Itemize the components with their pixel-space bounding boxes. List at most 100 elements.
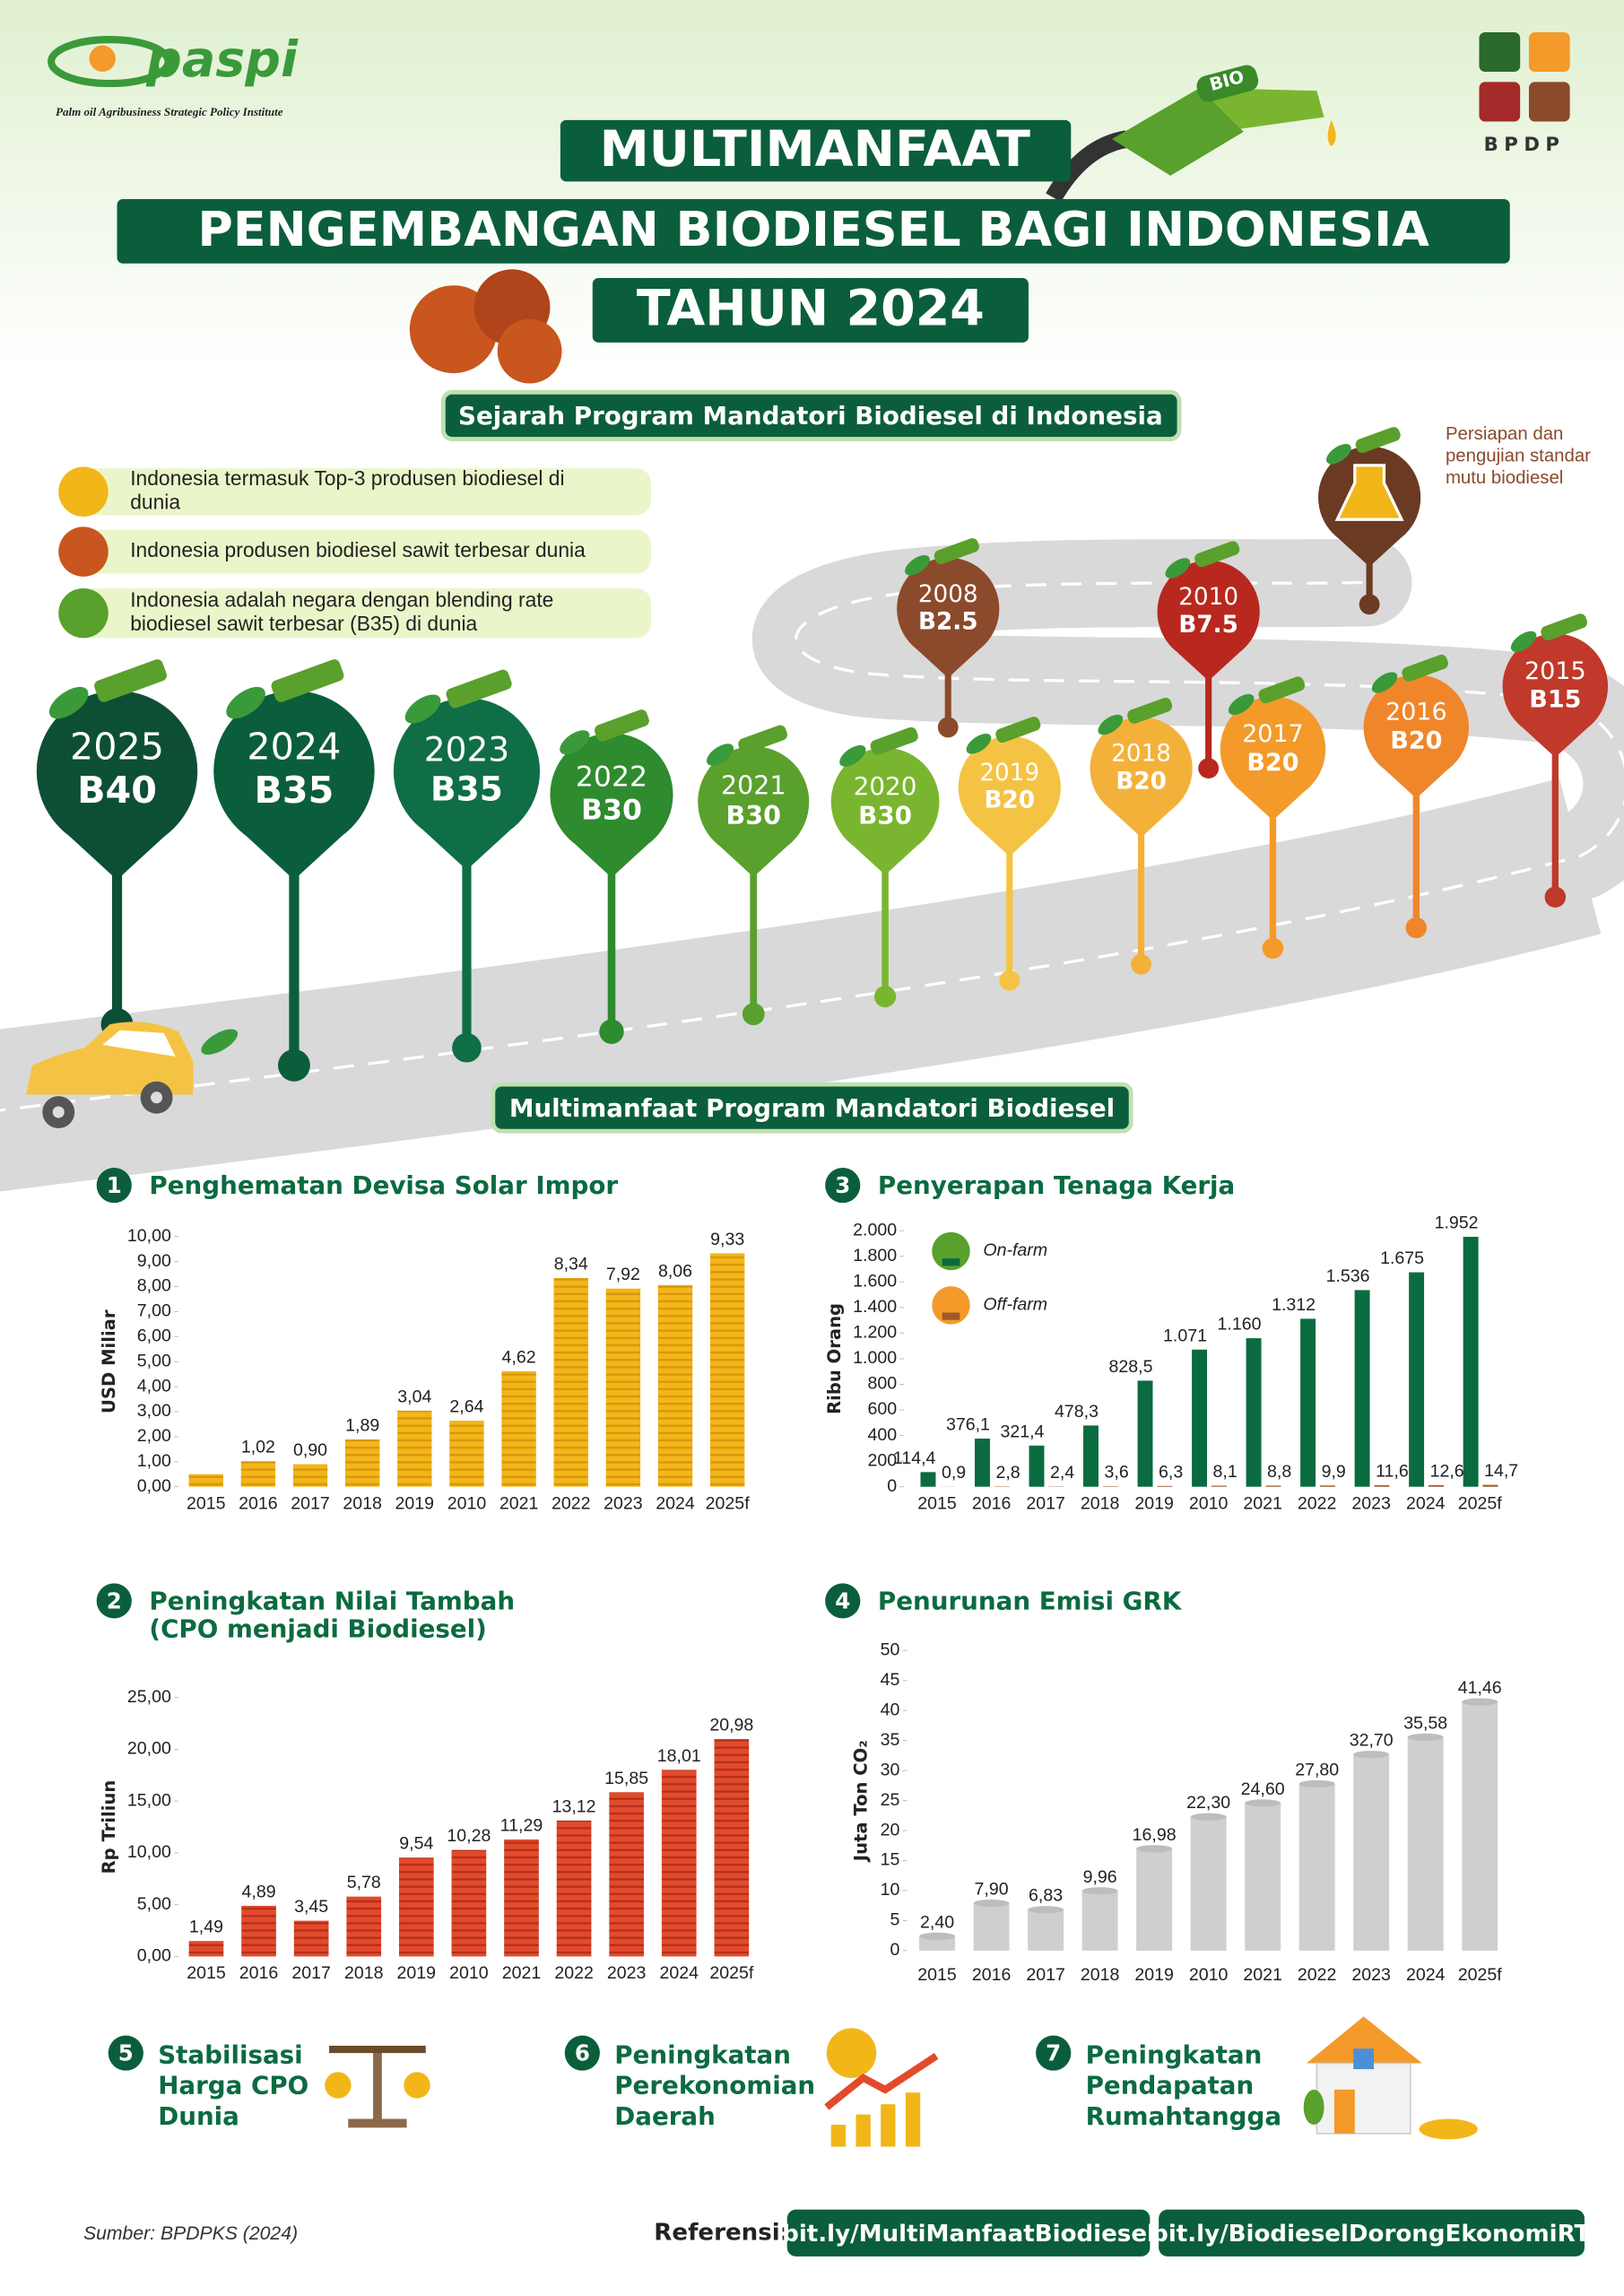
value-label: 11,6: [1376, 1462, 1409, 1482]
chart-title: Penyerapan Tenaga Kerja: [878, 1170, 1235, 1200]
bar: [293, 1920, 329, 1957]
pin-circle: [213, 691, 375, 852]
pin-dot: [874, 986, 897, 1008]
leaf: [1510, 631, 1537, 652]
fact-text: Indonesia produsen biodiesel sawit terbe…: [130, 538, 586, 561]
chart-number: 3: [835, 1172, 850, 1198]
y-tick-label: 0: [887, 1476, 897, 1496]
legend-swatch: [942, 1312, 960, 1320]
y-tick-label: 5,00: [137, 1894, 171, 1914]
value-label: 6,3: [1159, 1462, 1183, 1482]
bar-cap: [1245, 1799, 1281, 1807]
y-axis-label: Rp Triliun: [99, 1780, 119, 1874]
facts: Indonesia termasuk Top-3 produsen biodie…: [58, 466, 652, 639]
y-tick-label: 4,00: [137, 1376, 171, 1396]
value-label: 22,30: [1186, 1793, 1230, 1813]
bar: [1245, 1803, 1281, 1951]
bar: [975, 1439, 990, 1487]
title: TAHUN 2024: [637, 281, 985, 338]
pin-circle: [830, 747, 940, 857]
benefit-text: Peningkatan: [614, 2039, 791, 2069]
pin-year: 2023: [424, 729, 509, 769]
x-tick-label: 2021: [502, 1963, 542, 1983]
pin-blend: B30: [858, 800, 912, 830]
y-tick-label: 15: [881, 1850, 900, 1870]
pin-circle: [550, 733, 673, 857]
pump: [1258, 676, 1306, 704]
value-label: 0,90: [293, 1440, 327, 1460]
section-title: Sejarah Program Mandatori Biodiesel di I…: [458, 401, 1163, 430]
pin-blend: B40: [77, 769, 157, 812]
fact-box: [80, 529, 652, 574]
benefit-text: Daerah: [614, 2101, 716, 2131]
value-label: 13,12: [552, 1796, 596, 1816]
pin-year: 2022: [576, 761, 647, 793]
paspi-logo: paspi Palm oil Agribusiness Strategic Po…: [48, 31, 299, 118]
bar: [1246, 1338, 1262, 1487]
pin-dot: [599, 1019, 624, 1044]
benefit-badge: [1036, 2035, 1072, 2071]
x-tick-label: 2017: [1026, 1493, 1065, 1513]
leaf: [1325, 443, 1351, 465]
value-label: 8,34: [554, 1255, 588, 1274]
bar: [241, 1905, 276, 1957]
pin-year: 2017: [1242, 720, 1304, 748]
y-tick-label: 25,00: [127, 1687, 171, 1707]
pin-circle: [1220, 696, 1326, 803]
section-title: Multimanfaat Program Mandatori Biodiesel: [509, 1093, 1115, 1123]
pin-dot: [1198, 758, 1220, 779]
pump: [595, 709, 649, 742]
x-tick-label: 2025f: [1458, 1493, 1503, 1513]
y-tick-label: 600: [867, 1399, 897, 1419]
x-tick-label: 2017: [291, 1493, 330, 1513]
pin-dot: [1544, 886, 1567, 908]
pin-dot: [1359, 594, 1380, 615]
car: [26, 1022, 239, 1128]
y-tick-label: 9,00: [137, 1251, 171, 1271]
value-label: 9,54: [399, 1834, 433, 1854]
bpdp-logo: BPDP: [1479, 31, 1570, 155]
value-label: 1.675: [1380, 1248, 1424, 1268]
bar: [714, 1739, 750, 1957]
value-label: 35,58: [1403, 1713, 1447, 1733]
title-box: [592, 278, 1029, 343]
bar: [451, 1849, 487, 1957]
logo-tagline: Palm oil Agribusiness Strategic Policy I…: [56, 105, 283, 118]
bar: [1463, 1237, 1479, 1487]
value-label: 5,78: [347, 1873, 381, 1892]
benefit-text: Pendapatan: [1086, 2071, 1255, 2100]
benefit-number: 6: [575, 2040, 590, 2066]
bar: [1136, 1848, 1173, 1951]
y-tick-label: 1.800: [853, 1246, 897, 1265]
pin-circle: [698, 746, 810, 858]
bar: [1102, 1486, 1118, 1487]
x-tick-label: 2023: [1351, 1493, 1391, 1513]
x-tick-label: 2015: [187, 1963, 226, 1983]
bar: [504, 1839, 539, 1957]
chart-number-badge: [96, 1583, 132, 1619]
bar: [1157, 1485, 1173, 1487]
value-label: 24,60: [1241, 1779, 1285, 1799]
y-tick-label: 40: [881, 1700, 900, 1719]
pump: [995, 717, 1041, 744]
bar: [920, 1472, 936, 1487]
pump: [1402, 654, 1448, 682]
bar: [1409, 1272, 1425, 1487]
x-tick-label: 2018: [344, 1963, 384, 1983]
pump: [870, 726, 918, 755]
bar: [605, 1288, 641, 1487]
pin-year: 2024: [247, 726, 341, 769]
link[interactable]: bit.ly/BiodieselDorongEkonomiRT: [1151, 2221, 1590, 2248]
benefit-text: Peningkatan: [1086, 2039, 1263, 2069]
bar: [344, 1439, 380, 1487]
bar: [1482, 1484, 1498, 1487]
link[interactable]: bit.ly/MultiManfaatBiodiesel: [782, 2221, 1155, 2248]
section-header: [491, 1082, 1133, 1134]
bar: [1319, 1485, 1335, 1487]
section-header: [440, 389, 1182, 441]
pin-circle: [1157, 560, 1260, 664]
house-icon: [1303, 2016, 1478, 2140]
pin-year: 2020: [854, 771, 917, 801]
x-tick-label: 2025f: [709, 1963, 754, 1983]
